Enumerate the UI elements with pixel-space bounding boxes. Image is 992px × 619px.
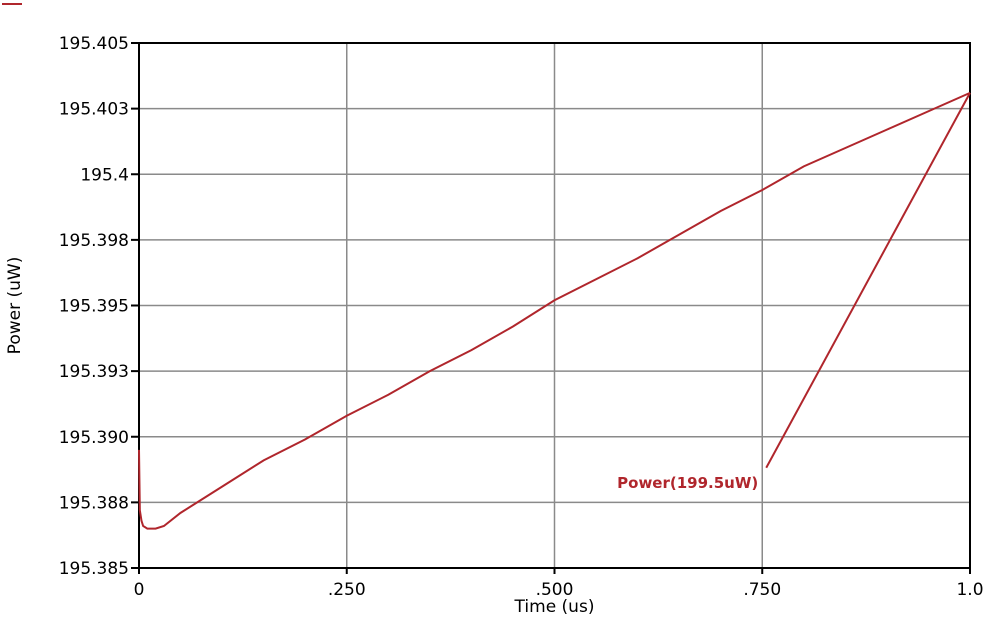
- y-tick-label: 195.393: [59, 362, 129, 382]
- x-axis-title: Time (us): [514, 597, 595, 617]
- y-axis-title: Power (uW): [5, 257, 25, 355]
- y-tick-label: 195.4: [80, 165, 129, 185]
- y-tick-label: 195.395: [59, 297, 129, 317]
- x-tick-label: .500: [536, 580, 574, 600]
- annotation-label: Power(199.5uW): [617, 474, 758, 492]
- y-tick-label: 195.388: [59, 493, 129, 513]
- x-tick-label: 1.0: [956, 580, 983, 600]
- grid: [138, 42, 971, 569]
- x-tick-label: .750: [743, 580, 781, 600]
- series-line-power: [138, 91, 971, 530]
- annotation-leader-line: [765, 92, 971, 469]
- y-axis-ticks: 195.385 195.388 195.390 195.393 195.395 195.3…: [59, 34, 139, 579]
- y-tick-label: 195.390: [59, 428, 129, 448]
- y-tick-label: 195.405: [59, 34, 129, 54]
- y-tick-label: 195.398: [59, 231, 129, 251]
- x-tick-label: 0: [134, 580, 145, 600]
- x-axis-ticks: 0 .250 .500 .750 1.0: [134, 568, 984, 600]
- x-tick-label: .250: [328, 580, 366, 600]
- y-tick-label: 195.403: [59, 100, 129, 120]
- y-tick-label: 195.385: [59, 559, 129, 579]
